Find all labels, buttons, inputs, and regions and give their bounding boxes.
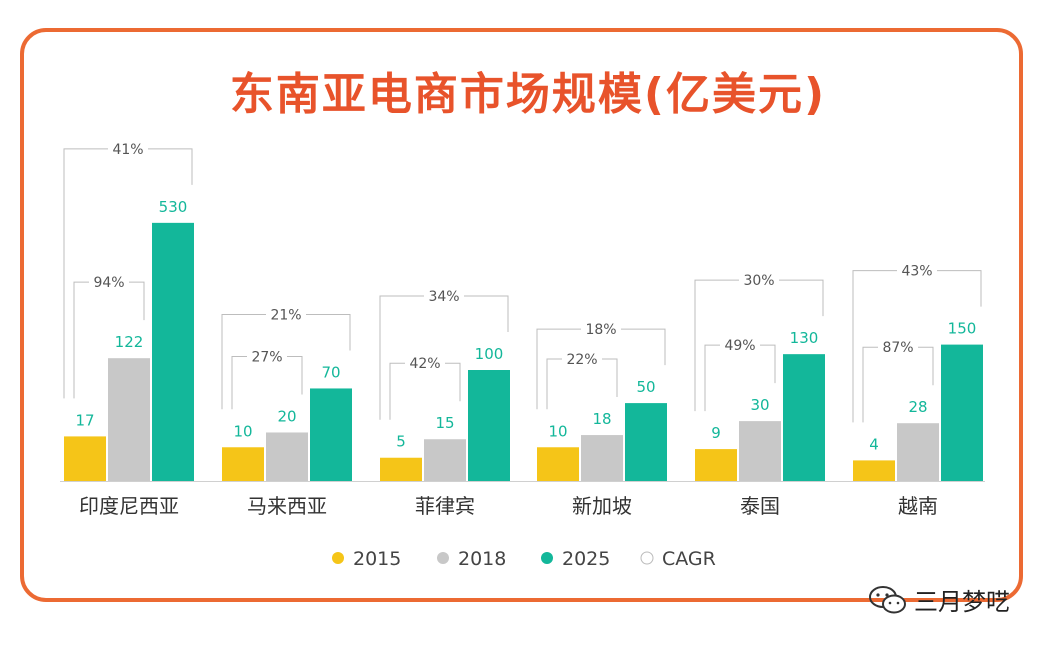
cagr-label-2015-2025: 21%	[270, 307, 301, 323]
value-label: 9	[711, 424, 721, 442]
cagr-label-2015-2018: 27%	[251, 349, 282, 365]
value-label: 122	[115, 333, 144, 351]
bar-2015-4	[695, 449, 737, 481]
value-label: 20	[277, 407, 296, 425]
watermark: 三月梦呓	[868, 582, 1010, 617]
cagr-label-2015-2018: 49%	[724, 338, 755, 354]
bar-2025-2	[468, 370, 510, 481]
cagr-label-bg	[878, 338, 918, 357]
legend-label-2015: 2015	[353, 548, 401, 570]
category-label: 新加坡	[572, 494, 632, 518]
value-label: 530	[159, 198, 188, 216]
bar-2015-1	[222, 447, 264, 481]
value-label: 150	[948, 320, 977, 338]
cagr-label-2015-2025: 18%	[585, 322, 616, 338]
bar-2018-2	[424, 439, 466, 481]
bar-2025-1	[310, 388, 352, 481]
chart-frame	[20, 28, 1023, 602]
category-label: 泰国	[740, 494, 780, 518]
cagr-label-bg	[739, 271, 779, 290]
cagr-bracket-long	[536, 328, 666, 410]
cagr-label-bg	[266, 305, 306, 324]
category-label: 马来西亚	[247, 494, 327, 518]
legend-label-2018: 2018	[458, 548, 506, 570]
cagr-label-2015-2025: 43%	[901, 264, 932, 280]
cagr-label-2015-2018: 22%	[566, 352, 597, 368]
value-label: 18	[592, 410, 611, 428]
bar-2025-3	[625, 403, 667, 481]
bar-2015-3	[537, 447, 579, 481]
value-label: 10	[233, 422, 252, 440]
cagr-label-bg	[581, 320, 621, 339]
value-label: 28	[908, 398, 927, 416]
value-label: 4	[869, 435, 879, 453]
value-label: 15	[435, 414, 454, 432]
cagr-label-bg	[108, 139, 148, 158]
value-label: 130	[790, 329, 819, 347]
value-label: 100	[475, 345, 504, 363]
cagr-label-2015-2018: 94%	[93, 275, 124, 291]
legend-marker-2015	[332, 552, 344, 564]
legend-marker-2025	[541, 552, 553, 564]
value-label: 5	[396, 433, 406, 451]
bar-2025-4	[783, 354, 825, 481]
value-label: 17	[75, 411, 94, 429]
wechat-icon	[869, 585, 906, 613]
cagr-label-bg	[247, 347, 287, 366]
legend-marker-cagr	[640, 551, 654, 565]
value-label: 30	[750, 396, 769, 414]
cagr-label-2015-2025: 34%	[428, 289, 459, 305]
bar-2018-1	[266, 432, 308, 481]
cagr-label-bg	[720, 336, 760, 355]
bar-2025-0	[152, 222, 194, 481]
cagr-label-bg	[405, 354, 445, 373]
cagr-label-2015-2018: 87%	[882, 340, 913, 356]
watermark-text: 三月梦呓	[914, 588, 1010, 616]
category-label: 菲律宾	[415, 494, 475, 518]
category-label: 越南	[898, 494, 938, 518]
chart-title: 东南亚电商市场规模(亿美元)	[229, 69, 827, 120]
value-label: 10	[548, 422, 567, 440]
legend-label-cagr: CAGR	[662, 548, 716, 570]
cagr-label-bg	[562, 350, 602, 369]
cagr-label-2015-2025: 30%	[743, 273, 774, 289]
category-label: 印度尼西亚	[79, 494, 179, 518]
legend-label-2025: 2025	[562, 548, 610, 570]
cagr-label-bg	[89, 273, 129, 292]
cagr-label-2015-2018: 42%	[409, 356, 440, 372]
bar-2018-5	[897, 423, 939, 481]
bar-2018-0	[108, 358, 150, 481]
bar-2018-4	[739, 421, 781, 481]
bar-2018-3	[581, 435, 623, 481]
bar-2015-0	[64, 436, 106, 481]
value-label: 70	[321, 363, 340, 381]
legend-marker-2018	[437, 552, 449, 564]
cagr-label-bg	[897, 261, 937, 280]
bar-2015-5	[853, 460, 895, 481]
value-label: 50	[636, 378, 655, 396]
bar-2025-5	[941, 344, 983, 481]
bar-2015-2	[380, 457, 422, 481]
cagr-label-bg	[424, 287, 464, 305]
cagr-label-2015-2025: 41%	[112, 142, 143, 158]
